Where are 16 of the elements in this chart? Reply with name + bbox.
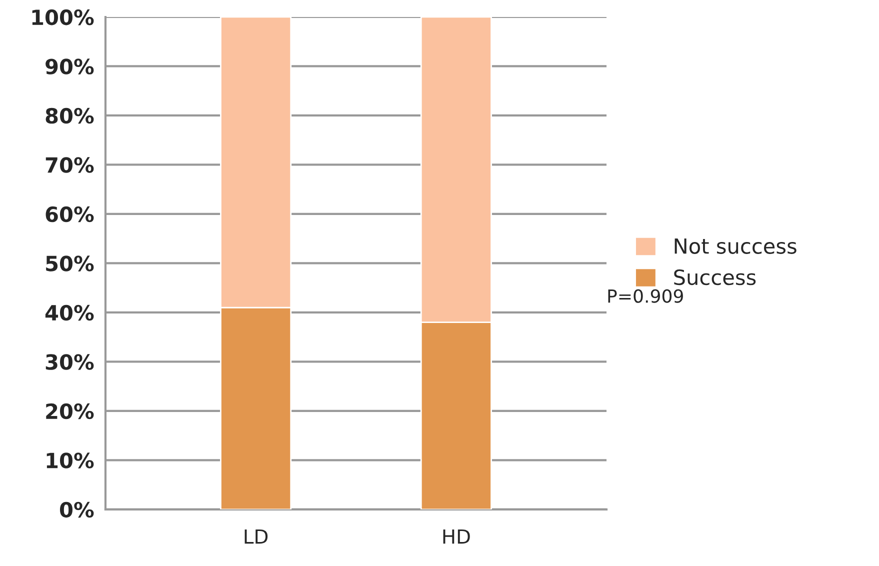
- x-tick-label: HD: [443, 529, 470, 544]
- y-tick-label: 10%: [46, 452, 94, 468]
- y-tick-label: 80%: [46, 108, 94, 124]
- y-tick-label: 50%: [46, 256, 94, 272]
- legend-label: Success: [674, 269, 756, 286]
- y-tick-label: 90%: [46, 58, 94, 74]
- y-tick-label: 60%: [46, 206, 94, 222]
- x-tick-label: LD: [244, 529, 268, 544]
- y-tick-label: 70%: [46, 157, 94, 173]
- y-tick-label: 20%: [46, 403, 94, 420]
- y-tick-label: 30%: [46, 354, 94, 370]
- legend-label: Not success: [674, 238, 796, 254]
- text: P=0.909: [608, 289, 683, 303]
- y-tick-label: 100%: [32, 9, 94, 26]
- y-tick-label: 40%: [45, 304, 94, 321]
- y-tick-label: 0%: [60, 502, 94, 518]
